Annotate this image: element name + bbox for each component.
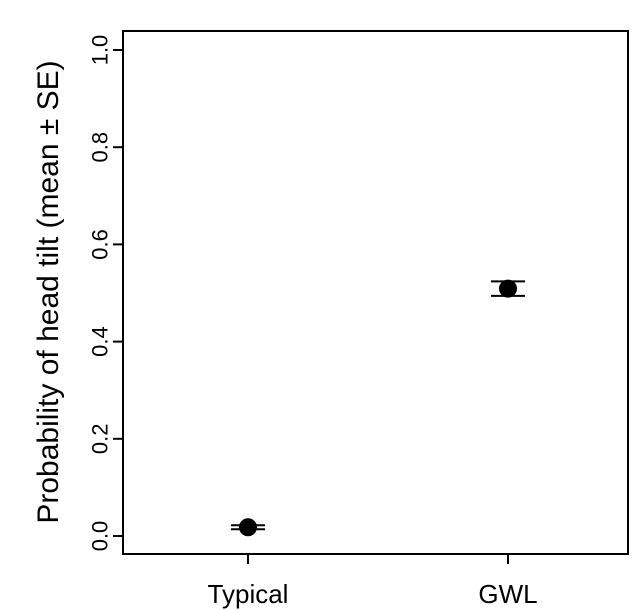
y-tick-label: 0.6 xyxy=(88,229,113,260)
y-tick-label: 0.0 xyxy=(88,521,113,552)
y-tick-label: 1.0 xyxy=(88,35,113,66)
y-axis-title: Probability of head tilt (mean ± SE) xyxy=(32,60,65,523)
y-tick-label: 0.4 xyxy=(88,326,113,357)
x-tick-label: GWL xyxy=(478,579,537,609)
data-point-typical xyxy=(239,518,257,537)
x-tick-label: Typical xyxy=(208,579,289,609)
chart-marks: 0.0 0.2 0.4 0.6 0.8 1.0 Typical GWL xyxy=(88,35,538,609)
data-point-gwl xyxy=(499,279,517,298)
y-tick-label: 0.2 xyxy=(88,424,113,455)
plot-frame xyxy=(122,30,629,555)
y-tick-label: 0.8 xyxy=(88,132,113,163)
